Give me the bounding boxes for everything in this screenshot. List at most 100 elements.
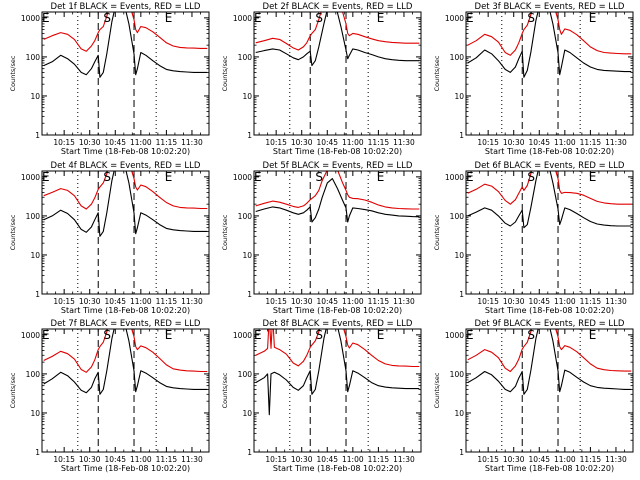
x-tick-label: 10:15 [477, 138, 499, 147]
plot-frame [253, 328, 422, 453]
y-axis-label: Counts/sec [433, 372, 441, 408]
x-tick-label: 11:00 [130, 138, 152, 147]
plot-data [467, 12, 632, 78]
x-axis-label: Start Time (18-Feb-08 10:02:20) [485, 464, 614, 473]
y-axis-label: Counts/sec [9, 372, 17, 408]
x-tick-label: 11:30 [393, 138, 415, 147]
x-tick-label: 10:15 [53, 138, 75, 147]
y-tick-label: 1 [247, 131, 252, 140]
x-tick-label: 10:45 [316, 297, 338, 306]
panel-title: Det 5f BLACK = Events, RED = LLD [263, 161, 413, 171]
marker-label-e: E [377, 328, 385, 342]
marker-label-s: S [103, 11, 111, 25]
marker-label-s: S [527, 170, 535, 184]
x-tick-label: 11:30 [181, 455, 203, 464]
y-axis-label: Counts/sec [433, 55, 441, 91]
x-tick-label: 10:15 [265, 455, 287, 464]
plot-frame [465, 328, 634, 453]
x-tick-label: 10:30 [79, 297, 101, 306]
x-tick-label: 11:15 [368, 455, 390, 464]
events-series-line [255, 12, 420, 67]
plot-data [467, 171, 632, 229]
panel-title: Det 2f BLACK = Events, RED = LLD [263, 2, 413, 12]
y-tick-label: 1000 [21, 14, 40, 23]
y-tick-label: 1000 [21, 331, 40, 340]
x-tick-label: 10:15 [477, 297, 499, 306]
x-axis-label: Start Time (18-Feb-08 10:02:20) [273, 147, 402, 156]
y-tick-label: 1 [247, 448, 252, 457]
panel-det-7f: Det 7f BLACK = Events, RED = LLD 1 10 100 10… [9, 319, 210, 473]
y-tick-label: 100 [450, 370, 465, 379]
panel-title: Det 1f BLACK = Events, RED = LLD [51, 2, 201, 12]
marker-label-e: E [466, 11, 474, 25]
marker-label-e: E [377, 170, 385, 184]
marker-label-s: S [315, 11, 323, 25]
marker-label-s: S [315, 170, 323, 184]
marker-label-e: E [377, 11, 385, 25]
y-axis-label: Counts/sec [9, 214, 17, 250]
y-tick-label: 10 [30, 92, 40, 101]
x-tick-label: 10:15 [53, 455, 75, 464]
y-tick-label: 100 [238, 53, 253, 62]
y-axis-label: Counts/sec [221, 55, 229, 91]
lld-series-line [467, 171, 632, 205]
panel-title: Det 8f BLACK = Events, RED = LLD [263, 319, 413, 329]
panel-det-9f: Det 9f BLACK = Events, RED = LLD 1 10 100 10… [433, 319, 634, 473]
y-tick-label: 1 [35, 131, 40, 140]
x-tick-label: 10:30 [503, 455, 525, 464]
events-series-line [255, 329, 420, 416]
marker-label-s: S [103, 170, 111, 184]
marker-label-e: E [165, 170, 173, 184]
x-tick-label: 10:30 [79, 455, 101, 464]
y-tick-label: 100 [26, 370, 41, 379]
y-tick-label: 1000 [233, 331, 252, 340]
x-tick-label: 10:45 [104, 455, 126, 464]
x-tick-label: 11:00 [554, 138, 576, 147]
panel-det-5f: Det 5f BLACK = Events, RED = LLD 1 10 100 10… [221, 161, 422, 315]
plot-data [43, 171, 208, 237]
marker-label-e: E [589, 170, 597, 184]
x-axis-label: Start Time (18-Feb-08 10:02:20) [485, 147, 614, 156]
events-series-line [43, 171, 208, 237]
x-axis-label: Start Time (18-Feb-08 10:02:20) [61, 306, 190, 315]
y-tick-label: 100 [450, 53, 465, 62]
marker-label-e: E [466, 170, 474, 184]
plot-frame [41, 328, 210, 453]
lld-series-line [255, 171, 420, 210]
y-axis-label: Counts/sec [433, 214, 441, 250]
x-tick-label: 11:15 [368, 297, 390, 306]
panel-det-2f: Det 2f BLACK = Events, RED = LLD 1 10 100 10… [221, 2, 422, 156]
marker-label-e: E [165, 328, 173, 342]
x-tick-label: 11:30 [181, 297, 203, 306]
events-series-line [467, 171, 632, 229]
x-tick-label: 11:00 [342, 455, 364, 464]
panel-det-8f: Det 8f BLACK = Events, RED = LLD 1 10 100 10… [221, 319, 422, 473]
x-tick-label: 11:15 [156, 455, 178, 464]
marker-label-e: E [42, 11, 50, 25]
lld-series-line [43, 12, 208, 52]
y-tick-label: 100 [238, 212, 253, 221]
plot-frame [253, 11, 422, 136]
x-tick-label: 11:15 [580, 297, 602, 306]
events-series-line [467, 12, 632, 78]
plot-frame [41, 11, 210, 136]
events-series-line [43, 329, 208, 395]
marker-label-e: E [165, 11, 173, 25]
x-tick-label: 11:15 [156, 297, 178, 306]
panel-title: Det 6f BLACK = Events, RED = LLD [475, 161, 625, 171]
panel-det-1f: Det 1f BLACK = Events, RED = LLD 1 10 100 10… [9, 2, 210, 156]
lld-series-line [255, 12, 420, 51]
y-tick-label: 100 [450, 212, 465, 221]
y-tick-label: 10 [242, 251, 252, 260]
x-axis-label: Start Time (18-Feb-08 10:02:20) [61, 147, 190, 156]
x-tick-label: 10:45 [528, 455, 550, 464]
y-tick-label: 1000 [21, 173, 40, 182]
lld-series-line [467, 12, 632, 56]
marker-label-e: E [254, 11, 262, 25]
plot-data [43, 329, 208, 395]
x-tick-label: 10:45 [104, 138, 126, 147]
y-tick-label: 1 [35, 290, 40, 299]
y-tick-label: 100 [26, 212, 41, 221]
y-tick-label: 1000 [445, 14, 464, 23]
marker-label-e: E [589, 328, 597, 342]
